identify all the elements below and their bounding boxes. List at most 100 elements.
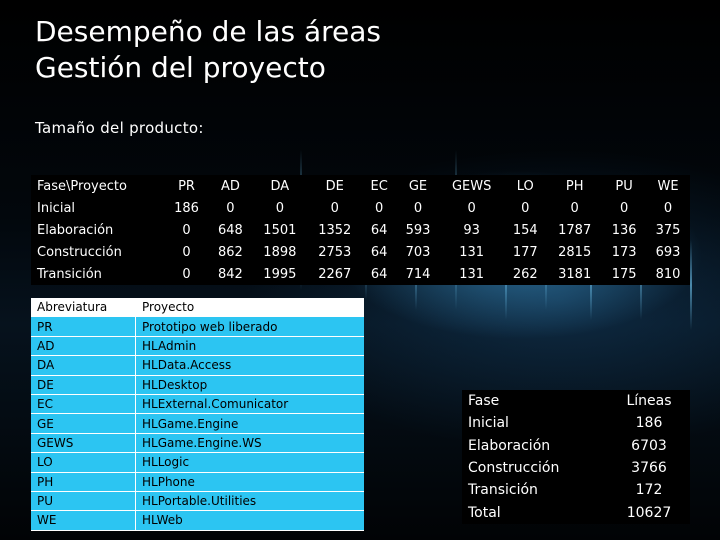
table-cell: LO (31, 452, 136, 473)
table-cell: PH (31, 472, 136, 492)
title-line-1: Desempeño de las áreas (35, 15, 382, 48)
table-cell: Construcción (37, 244, 122, 260)
table-cell: PR (31, 316, 136, 337)
table-cell: HLWeb (135, 510, 364, 531)
table-cell: HLDesktop (135, 375, 364, 395)
abbrev-table-row: PR Prototipo web liberado (31, 316, 364, 337)
abbrev-table-row: GE HLGame.Engine (31, 413, 364, 434)
table-cell: EC (31, 394, 136, 415)
abbrev-table-header: Abreviatura Proyecto (31, 298, 364, 318)
table-cell: 0 (467, 200, 476, 216)
table-cell: Elaboración (37, 222, 114, 238)
phase-by-project-table: Fase\Proyecto PR AD DA DE EC GE GEWS LO PH PU WE Ini… (31, 175, 690, 285)
table-cell: 172 (635, 482, 663, 499)
table-cell: 0 (226, 200, 235, 216)
column-header: Proyecto (135, 298, 364, 318)
table-cell: 0 (521, 200, 530, 216)
table-cell: HLGame.Engine.WS (135, 433, 364, 454)
table-cell: HLPortable.Utilities (135, 491, 364, 512)
abbrev-table-row: PU HLPortable.Utilities (31, 491, 364, 512)
table-cell: 0 (619, 200, 629, 216)
table-cell: 0 (375, 200, 384, 216)
table-cell: GE (31, 413, 136, 434)
column-header: PR (178, 178, 195, 194)
column-header: Fase (468, 393, 500, 410)
abbreviation-table: Abreviatura Proyecto PR Prototipo web liber… (31, 298, 364, 531)
table-cell: 64 (370, 244, 388, 260)
table-cell: 375 (655, 222, 681, 238)
totals-table-row: Transición 172 (462, 479, 690, 501)
table-cell: 6703 (631, 437, 667, 454)
phase-table-header: Fase\Proyecto PR AD DA DE EC GE GEWS LO PH PU WE (31, 175, 690, 197)
column-header: Líneas (626, 393, 672, 410)
phase-table-row: Construcción 0 862 1898 2753 64 703 131 177 2815 1… (31, 241, 690, 263)
table-cell: Inicial (37, 200, 76, 216)
table-cell: 0 (182, 266, 191, 282)
lines-by-phase-table: Fase Líneas Inicial 186 Elaboración 6703 Const… (462, 390, 690, 524)
abbrev-table-row: PH HLPhone (31, 472, 364, 492)
abbrev-table-row: WE HLWeb (31, 510, 364, 531)
table-cell: WE (31, 510, 136, 531)
table-cell: 703 (405, 244, 431, 260)
table-cell: GEWS (31, 433, 136, 454)
column-header: LO (516, 178, 534, 194)
phase-table-row: Inicial 186 0 0 0 0 0 0 0 0 0 0 (31, 197, 690, 219)
table-cell: 810 (655, 266, 681, 282)
abbrev-table-row: AD HLAdmin (31, 336, 364, 357)
table-cell: 0 (182, 222, 191, 238)
abbrev-table-row: DA HLData.Access (31, 355, 364, 376)
table-cell: 593 (405, 222, 431, 238)
table-cell: 136 (611, 222, 637, 238)
table-cell: DE (31, 375, 136, 395)
table-cell: DA (31, 355, 136, 376)
table-cell: 2753 (318, 244, 352, 260)
column-header: EC (370, 178, 388, 194)
column-header: PH (565, 178, 584, 194)
column-header: GEWS (451, 178, 492, 194)
table-cell: 842 (218, 266, 243, 282)
table-cell: 3766 (631, 460, 667, 477)
table-cell: HLLogic (135, 452, 364, 473)
table-cell: 3181 (558, 266, 592, 282)
abbrev-table-row: DE HLDesktop (31, 375, 364, 395)
table-cell: 64 (370, 222, 388, 238)
table-cell: 0 (330, 200, 339, 216)
table-cell: 648 (218, 222, 243, 238)
table-cell: Construcción (468, 460, 560, 477)
column-header: Abreviatura (31, 298, 136, 318)
table-cell: 177 (512, 244, 538, 260)
totals-table-row: Inicial 186 (462, 412, 690, 434)
column-header: WE (657, 178, 679, 194)
abbrev-table-row: LO HLLogic (31, 452, 364, 473)
table-cell: 2267 (318, 266, 352, 282)
table-cell: 1995 (263, 266, 297, 282)
table-cell: 93 (463, 222, 480, 238)
table-cell: Transición (468, 482, 538, 499)
table-cell: HLGame.Engine (135, 413, 364, 434)
abbrev-table-row: GEWS HLGame.Engine.WS (31, 433, 364, 454)
totals-table-row: Total 10627 (462, 501, 690, 523)
table-cell: 693 (655, 244, 681, 260)
table-cell: 714 (405, 266, 431, 282)
table-cell: HLExternal.Comunicator (135, 394, 364, 415)
table-cell: 173 (611, 244, 637, 260)
table-cell: Total (468, 504, 501, 521)
table-cell: Prototipo web liberado (135, 316, 364, 337)
table-cell: 1898 (263, 244, 297, 260)
column-header: Fase\Proyecto (37, 178, 127, 194)
table-cell: 64 (370, 266, 388, 282)
column-header: GE (408, 178, 428, 194)
column-header: AD (220, 178, 240, 194)
table-cell: 862 (218, 244, 243, 260)
table-cell: 1352 (318, 222, 352, 238)
table-cell: 0 (413, 200, 423, 216)
table-cell: 154 (512, 222, 538, 238)
table-cell: 186 (635, 415, 663, 432)
table-cell: AD (31, 336, 136, 357)
table-cell: 131 (459, 244, 485, 260)
table-cell: 1787 (558, 222, 592, 238)
table-cell: 262 (512, 266, 538, 282)
table-cell: Inicial (468, 415, 509, 432)
table-cell: 0 (182, 244, 191, 260)
table-cell: 0 (275, 200, 284, 216)
